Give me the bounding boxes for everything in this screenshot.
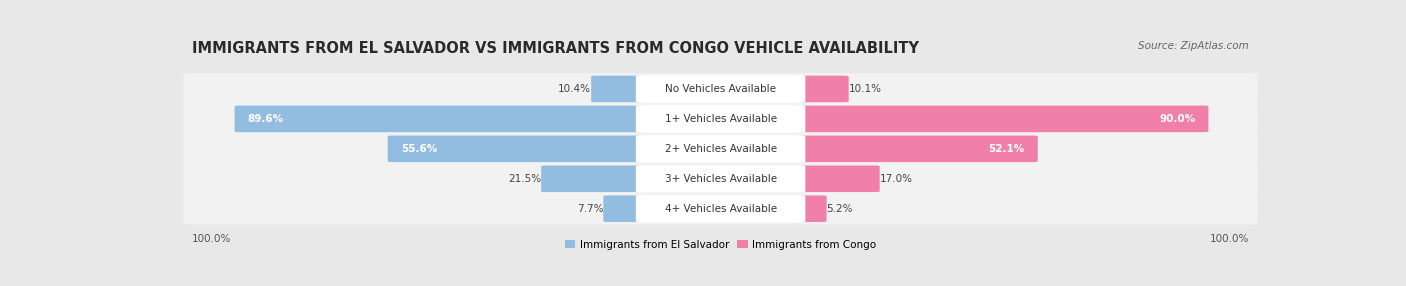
- FancyBboxPatch shape: [794, 106, 1208, 132]
- FancyBboxPatch shape: [794, 166, 880, 192]
- Text: No Vehicles Available: No Vehicles Available: [665, 84, 776, 94]
- Text: 21.5%: 21.5%: [508, 174, 541, 184]
- Text: 10.1%: 10.1%: [849, 84, 882, 94]
- Text: 10.4%: 10.4%: [558, 84, 591, 94]
- FancyBboxPatch shape: [636, 135, 806, 162]
- FancyBboxPatch shape: [794, 76, 849, 102]
- Text: 90.0%: 90.0%: [1159, 114, 1195, 124]
- Legend: Immigrants from El Salvador, Immigrants from Congo: Immigrants from El Salvador, Immigrants …: [561, 235, 880, 254]
- Text: 4+ Vehicles Available: 4+ Vehicles Available: [665, 204, 776, 214]
- Text: 5.2%: 5.2%: [827, 204, 853, 214]
- FancyBboxPatch shape: [603, 195, 647, 222]
- FancyBboxPatch shape: [235, 106, 647, 132]
- Text: 17.0%: 17.0%: [880, 174, 912, 184]
- FancyBboxPatch shape: [541, 166, 647, 192]
- FancyBboxPatch shape: [636, 75, 806, 103]
- FancyBboxPatch shape: [591, 76, 647, 102]
- FancyBboxPatch shape: [388, 136, 647, 162]
- FancyBboxPatch shape: [794, 195, 827, 222]
- FancyBboxPatch shape: [183, 133, 1258, 165]
- Text: 7.7%: 7.7%: [576, 204, 603, 214]
- FancyBboxPatch shape: [183, 73, 1258, 105]
- FancyBboxPatch shape: [794, 136, 1038, 162]
- Text: 2+ Vehicles Available: 2+ Vehicles Available: [665, 144, 776, 154]
- Text: 3+ Vehicles Available: 3+ Vehicles Available: [665, 174, 776, 184]
- FancyBboxPatch shape: [636, 165, 806, 192]
- FancyBboxPatch shape: [183, 103, 1258, 135]
- Text: 52.1%: 52.1%: [988, 144, 1025, 154]
- Text: 89.6%: 89.6%: [247, 114, 284, 124]
- Text: 55.6%: 55.6%: [401, 144, 437, 154]
- FancyBboxPatch shape: [183, 163, 1258, 195]
- Text: Source: ZipAtlas.com: Source: ZipAtlas.com: [1139, 41, 1249, 51]
- Text: 1+ Vehicles Available: 1+ Vehicles Available: [665, 114, 776, 124]
- FancyBboxPatch shape: [183, 193, 1258, 225]
- FancyBboxPatch shape: [636, 195, 806, 223]
- Text: 100.0%: 100.0%: [193, 234, 232, 244]
- Text: 100.0%: 100.0%: [1209, 234, 1249, 244]
- Text: IMMIGRANTS FROM EL SALVADOR VS IMMIGRANTS FROM CONGO VEHICLE AVAILABILITY: IMMIGRANTS FROM EL SALVADOR VS IMMIGRANT…: [193, 41, 920, 56]
- FancyBboxPatch shape: [636, 105, 806, 133]
